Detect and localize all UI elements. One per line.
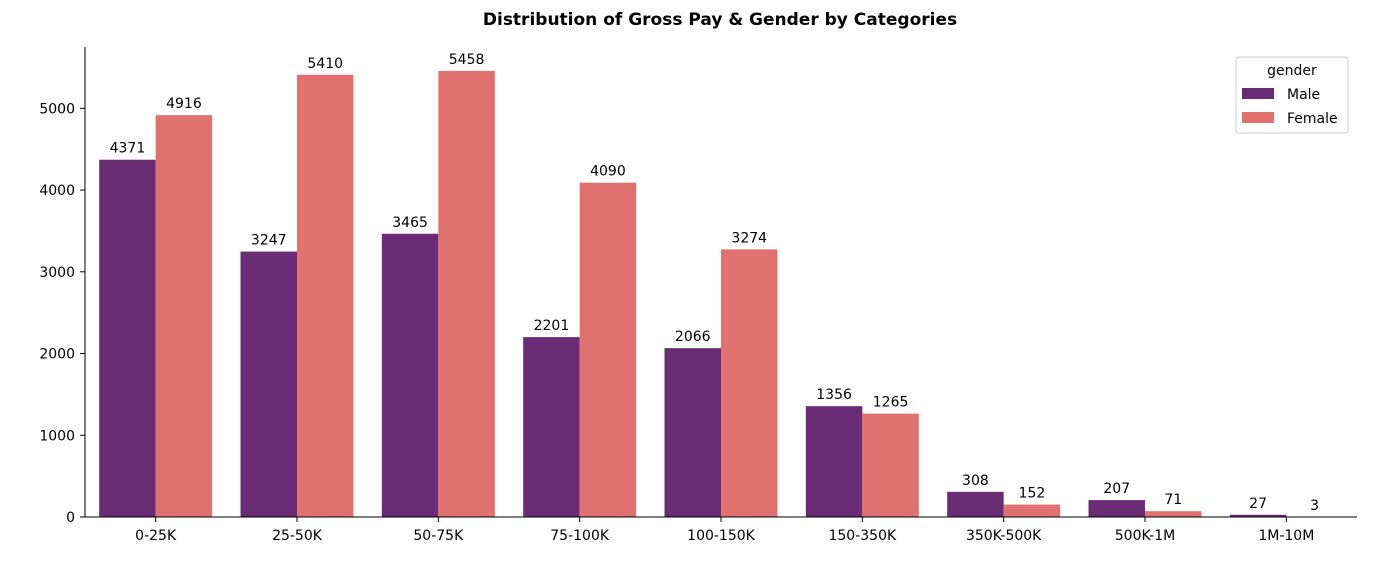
data-label-male: 1356 [816,387,852,403]
data-label-male: 2201 [534,318,570,334]
bar-female [862,413,919,517]
legend: gender Male Female [1235,56,1349,134]
data-label-female: 152 [1019,486,1046,502]
bar-male [805,406,863,517]
legend-label-male: Male [1287,87,1320,103]
chart-title: Distribution of Gross Pay & Gender by Ca… [483,10,957,30]
axes-layer: 0 1000 2000 3000 4000 5000 0-25K 25-50K 50-75K 75… [39,47,1357,544]
bar-male [1088,500,1145,517]
data-label-female: 5458 [449,52,485,68]
data-label-male: 27 [1249,496,1267,512]
data-label-female: 1265 [873,395,909,411]
data-label-female: 4916 [166,96,202,112]
bar-female [1145,511,1202,517]
bar-female [579,182,637,517]
x-tick-label: 1M-10M [1258,528,1314,544]
y-tick-label: 4000 [39,183,75,199]
data-label-male: 2066 [675,329,711,345]
bar-male [240,251,297,517]
x-tick-label: 150-350K [828,528,896,544]
data-label-female: 3274 [731,230,767,246]
data-labels-layer: 4371 4916 3247 5410 3465 5458 2201 4090 2066 3274… [110,52,1319,514]
legend-items: Male Female [1242,87,1338,127]
data-label-male: 3247 [251,233,287,249]
x-tick-label: 350K-500K [966,528,1042,544]
legend-title: gender [1267,63,1317,79]
bar-male [99,159,156,517]
data-label-female: 3 [1310,498,1319,514]
data-label-male: 207 [1103,481,1130,497]
x-tick-label: 0-25K [135,528,177,544]
legend-swatch-female [1242,112,1274,123]
legend-label-female: Female [1287,111,1338,127]
x-tick-label: 25-50K [272,528,323,544]
bar-male [381,233,439,517]
bars-layer [99,70,1343,517]
data-label-female: 4090 [590,164,626,180]
data-label-male: 308 [962,473,989,489]
y-tick-label: 2000 [39,347,75,363]
data-label-female: 71 [1164,492,1182,508]
y-tick-label: 0 [66,510,75,526]
x-tick-label: 100-150K [687,528,755,544]
data-label-male: 3465 [392,215,428,231]
x-tick-label: 500K-1M [1115,528,1175,544]
bar-male [664,348,721,517]
y-tick-label: 3000 [39,265,75,281]
bar-male [1229,514,1287,517]
bar-female [155,115,213,517]
bar-female [438,70,495,517]
x-tick-label: 75-100K [550,528,610,544]
bar-female [297,74,354,517]
bar-female [721,249,778,517]
data-label-male: 4371 [110,141,146,157]
y-tick-label: 5000 [39,101,75,117]
data-label-female: 5410 [307,56,343,72]
bar-male [947,491,1004,517]
legend-swatch-male [1242,88,1274,99]
bar-male [523,337,580,517]
bar-female [1003,504,1061,517]
y-tick-label: 1000 [39,428,75,444]
x-tick-label: 50-75K [413,528,464,544]
